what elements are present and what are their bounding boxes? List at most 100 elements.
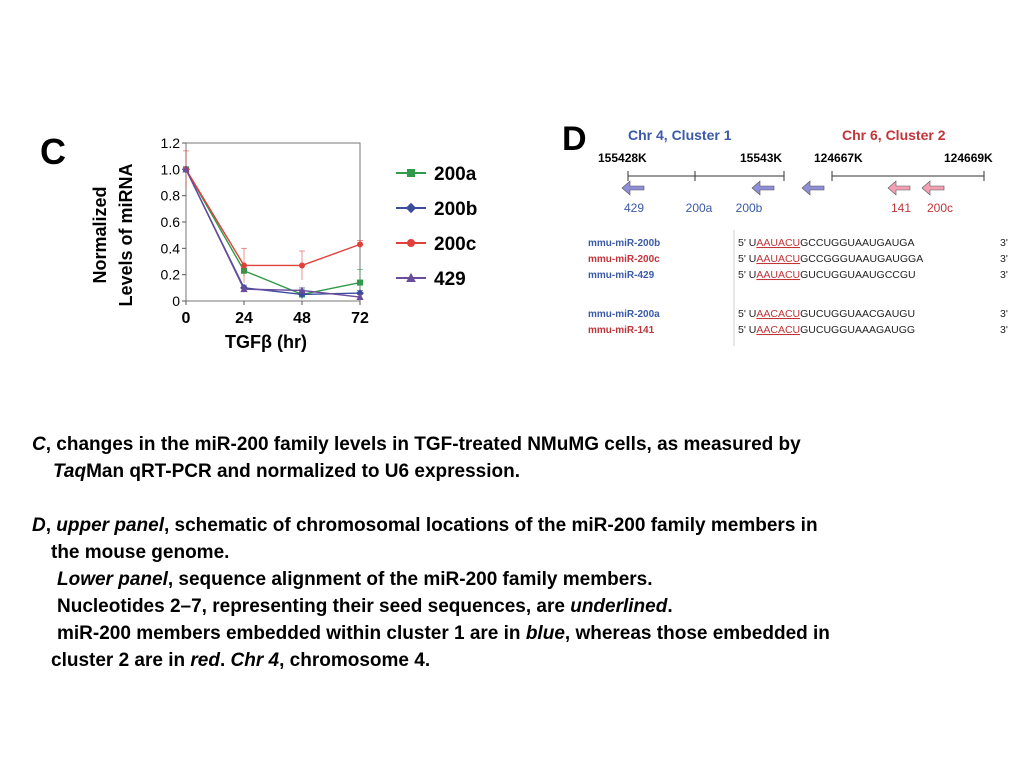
legend-marker: [407, 169, 415, 177]
cluster1-end-coord: 15543K: [740, 151, 782, 165]
panel-d-letter: D: [562, 120, 587, 158]
seed-sequence: AACACU: [756, 324, 800, 336]
caption-blue: blue: [525, 623, 565, 644]
series-429: [182, 165, 364, 301]
seq-rest: GUCUGGUAAAGAUGG: [800, 324, 915, 336]
seq-rest: GCCUGGUAAUGAUGA: [800, 237, 914, 249]
caption-embed-line: miR-200 members embedded within cluster …: [32, 620, 1002, 647]
sequence-alignment: mmu-miR-200b 5' UAAUACUGCCUGGUAAUGAUGA 3'm…: [588, 237, 1008, 336]
caption-period: .: [667, 596, 673, 617]
x-tick-label: 24: [235, 310, 253, 327]
caption-taq: Taq: [53, 461, 87, 482]
gene-label-429: 429: [624, 201, 644, 215]
y-tick-label: 0.8: [161, 188, 181, 204]
caption-chr4-text: , chromosome 4.: [279, 650, 431, 671]
prime3: 3': [1000, 237, 1008, 249]
series-200b: [182, 165, 364, 299]
seed-sequence: AAUACU: [756, 253, 800, 265]
prime5: 5': [738, 237, 749, 249]
data-point: [182, 165, 190, 173]
alignment-row-mmu-miR-200a: mmu-miR-200a 5' UAACACUGUCUGGUAACGAUGU 3': [588, 308, 1008, 320]
caption-embed-text1: miR-200 members embedded within cluster …: [57, 623, 526, 644]
legend-item-200c: 200c: [396, 234, 477, 255]
caption-cluster2-line: cluster 2 are in red. Chr 4, chromosome …: [32, 647, 1002, 674]
caption-c-line2: TaqMan qRT-PCR and normalized to U6 expr…: [32, 458, 1002, 485]
gene-label-200b: 200b: [736, 201, 763, 215]
caption-red: red: [190, 650, 220, 671]
series-group: [182, 150, 364, 301]
cluster1-chromosome-line: [627, 171, 785, 181]
legend-label: 200c: [434, 234, 477, 255]
caption-lower-line: Lower panel, sequence alignment of the m…: [32, 566, 1002, 593]
legend: 200a 200b 200c 429: [396, 164, 477, 290]
seed-sequence: AACACU: [756, 308, 800, 320]
x-tick-label: 72: [351, 310, 369, 327]
mirna-name: mmu-miR-200c: [588, 254, 660, 265]
seed-sequence: AAUACU: [756, 237, 800, 249]
caption-d-text2: the mouse genome.: [51, 542, 230, 563]
mirna-name: mmu-miR-200a: [588, 309, 660, 320]
gene-arrow-200c: [921, 180, 945, 196]
seq-first-nt: U: [749, 324, 757, 336]
sequence: 5' UAAUACUGCCGGGUAAUGAUGGA: [738, 253, 923, 265]
caption-c-line1: C, changes in the miR-200 family levels …: [32, 431, 1002, 458]
caption-d-line2: the mouse genome.: [32, 539, 1002, 566]
caption-d-sep: ,: [45, 515, 57, 536]
data-point: [299, 262, 305, 269]
seq-rest: GUCUGGUAACGAUGU: [800, 308, 915, 320]
seq-first-nt: U: [749, 237, 757, 249]
sequence: 5' UAACACUGUCUGGUAACGAUGU: [738, 308, 915, 320]
legend-item-200b: 200b: [396, 199, 477, 220]
prime5: 5': [738, 269, 749, 281]
y-tick-label: 0: [172, 293, 180, 309]
legend-marker: [405, 202, 417, 214]
gene-label-200c: 200c: [927, 201, 953, 215]
legend-label: 429: [434, 269, 466, 290]
panel-c-chart: C Normalized Levels of miRNA 00.20.40.60…: [40, 131, 477, 352]
cluster1-title: Chr 4, Cluster 1: [628, 127, 732, 143]
mirna-name: mmu-miR-141: [588, 325, 655, 336]
seed-sequence: AAUACU: [756, 269, 800, 281]
y-tick-label: 0.4: [161, 240, 181, 256]
gene-arrow-200a: [751, 180, 775, 196]
y-ticks: 0 0.2 0.4 0.6 0.8 1.0 1.2: [161, 135, 186, 309]
legend-label: 200a: [434, 164, 477, 185]
caption-lower-panel: Lower panel: [57, 569, 168, 590]
prime5: 5': [738, 324, 749, 336]
series-200a: [183, 166, 363, 300]
data-point: [357, 241, 363, 248]
caption-chr4: Chr 4: [230, 650, 280, 671]
cluster2-title: Chr 6, Cluster 2: [842, 127, 946, 143]
panel-c-letter: C: [40, 131, 66, 172]
data-point: [241, 262, 247, 269]
y-tick-label: 1.0: [161, 161, 181, 177]
series-line: [185, 169, 361, 298]
seq-first-nt: U: [749, 308, 757, 320]
x-tick-label: 48: [293, 310, 311, 327]
alignment-row-mmu-miR-429: mmu-miR-429 5' UAAUACUGUCUGGUAAUGCCGU 3': [588, 269, 1008, 281]
data-point: [240, 285, 248, 293]
cluster2-end-coord: 124669K: [944, 151, 993, 165]
alignment-row-mmu-miR-200c: mmu-miR-200c 5' UAAUACUGCCGGGUAAUGAUGGA 3': [588, 253, 1008, 265]
caption-c-text2: Man qRT-PCR and normalized to U6 express…: [86, 461, 520, 482]
mirna-name: mmu-miR-429: [588, 270, 655, 281]
y-tick-label: 0.2: [161, 267, 181, 283]
caption-embed-text2: , whereas those embedded in: [564, 623, 830, 644]
caption-nucleotides-line: Nucleotides 2–7, representing their seed…: [32, 593, 1002, 620]
seq-rest: GUCUGGUAAUGCCGU: [800, 269, 916, 281]
prime3: 3': [1000, 269, 1008, 281]
panel-d-schematic: D Chr 4, Cluster 1 Chr 6, Cluster 2 1554…: [562, 120, 1008, 346]
data-point: [298, 286, 306, 294]
prime3: 3': [1000, 324, 1008, 336]
gene-arrow-429: [621, 180, 645, 196]
seq-first-nt: U: [749, 253, 757, 265]
mirna-name: mmu-miR-200b: [588, 238, 660, 249]
series-line: [185, 168, 361, 267]
caption-underlined: underlined: [570, 596, 668, 617]
legend-label: 200b: [434, 199, 477, 220]
x-ticks: 0 24 48 72: [182, 301, 369, 327]
caption-lower-text: , sequence alignment of the miR-200 fami…: [167, 569, 653, 590]
legend-marker: [407, 239, 415, 247]
prime3: 3': [1000, 253, 1008, 265]
series-200c: [183, 150, 363, 283]
